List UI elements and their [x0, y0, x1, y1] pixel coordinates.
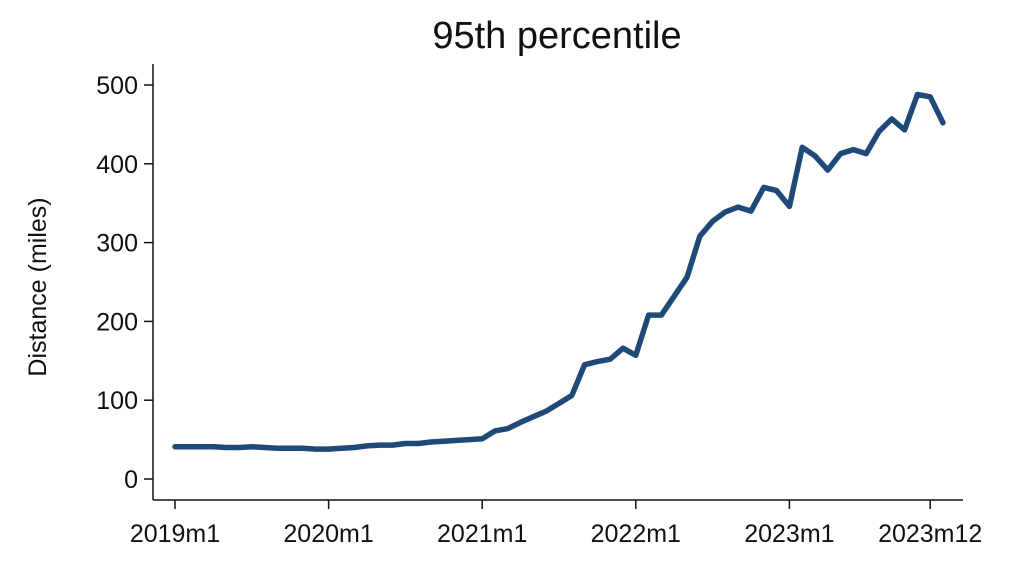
axes: 0 100 200 300 400 500 2019m1 2020m1 2021m1 2022m1… — [96, 64, 982, 548]
y-tick-label: 300 — [96, 230, 138, 258]
x-tick-label: 2020m1 — [283, 520, 373, 548]
x-tick-label: 2021m1 — [437, 520, 527, 548]
y-tick-label: 0 — [124, 466, 138, 494]
y-tick-label: 200 — [96, 308, 138, 336]
x-tick-label: 2023m1 — [744, 520, 834, 548]
y-tick-label: 400 — [96, 151, 138, 179]
x-tick-label: 2023m12 — [878, 520, 982, 548]
chart-title: 95th percentile — [432, 15, 681, 57]
x-tick-label: 2019m1 — [130, 520, 220, 548]
x-tick-label: 2022m1 — [591, 520, 681, 548]
y-tick-label: 100 — [96, 387, 138, 415]
y-tick-label: 500 — [96, 72, 138, 100]
series-layer — [172, 91, 946, 452]
series-line — [172, 91, 946, 452]
y-axis-label: Distance (miles) — [24, 197, 52, 376]
